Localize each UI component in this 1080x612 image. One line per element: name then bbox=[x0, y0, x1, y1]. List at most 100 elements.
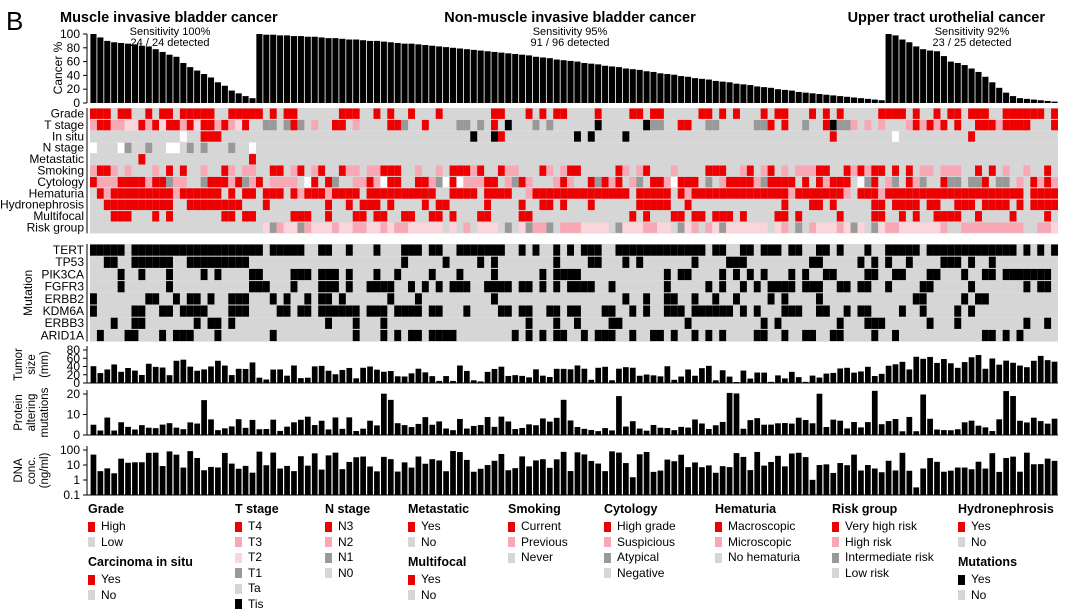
clinical-cell bbox=[408, 223, 415, 233]
protein-mutations-bar bbox=[263, 429, 269, 435]
clinical-cell bbox=[187, 188, 194, 198]
legend-item: Current bbox=[508, 519, 568, 535]
mutation-cell bbox=[595, 245, 602, 256]
tumor-size-bar bbox=[658, 376, 664, 383]
legend-item: Yes bbox=[408, 519, 469, 535]
mutation-cell bbox=[1044, 269, 1051, 280]
clinical-cell bbox=[996, 223, 1003, 233]
clinical-cell bbox=[477, 120, 484, 130]
clinical-cell bbox=[539, 200, 546, 210]
clinical-cell bbox=[892, 200, 899, 210]
mutation-cell bbox=[968, 245, 975, 256]
clinical-cell bbox=[574, 223, 581, 233]
cancer-percent-bar bbox=[457, 48, 463, 103]
clinical-cell bbox=[664, 177, 671, 187]
clinical-cell bbox=[712, 188, 719, 198]
mutation-cell bbox=[138, 245, 145, 256]
dna-concentration-bar bbox=[1045, 459, 1051, 495]
cancer-percent-bar bbox=[692, 78, 698, 103]
legend-title: N stage bbox=[325, 502, 370, 517]
clinical-cell bbox=[339, 166, 346, 176]
cancer-percent-bar bbox=[934, 51, 940, 103]
mutation-cell bbox=[968, 281, 975, 292]
panel-letter: B bbox=[6, 6, 23, 36]
clinical-cell bbox=[802, 120, 809, 130]
mutation-cell bbox=[263, 281, 270, 292]
clinical-cell bbox=[159, 188, 166, 198]
clinical-cell bbox=[104, 120, 111, 130]
mutation-cell bbox=[256, 269, 263, 280]
clinical-cell bbox=[221, 166, 228, 176]
mutation-cell bbox=[118, 281, 125, 292]
clinical-cell bbox=[961, 200, 968, 210]
legend-swatch bbox=[235, 537, 242, 547]
clinical-cell bbox=[477, 166, 484, 176]
cancer-percent-bar bbox=[443, 47, 449, 103]
dna-concentration-bar bbox=[796, 453, 802, 495]
legend-swatch bbox=[715, 553, 722, 563]
clinical-cell bbox=[214, 131, 221, 141]
clinical-cell bbox=[671, 177, 678, 187]
clinical-cell bbox=[304, 188, 311, 198]
protein-mutations-bar bbox=[837, 421, 843, 435]
cancer-percent-bar bbox=[491, 52, 497, 103]
clinical-cell bbox=[484, 200, 491, 210]
clinical-cell bbox=[125, 188, 132, 198]
legend-swatch bbox=[408, 575, 415, 585]
mutation-cell bbox=[491, 269, 498, 280]
clinical-cell bbox=[263, 188, 270, 198]
clinical-cell bbox=[857, 166, 864, 176]
clinical-cell bbox=[1003, 109, 1010, 119]
clinical-cell bbox=[1051, 188, 1058, 198]
protein-mutations-bar bbox=[1003, 391, 1009, 435]
clinical-cell bbox=[214, 177, 221, 187]
clinical-cell bbox=[643, 200, 650, 210]
legend-swatch bbox=[958, 575, 965, 585]
legend-label: Yes bbox=[421, 572, 441, 587]
clinical-cell bbox=[325, 188, 332, 198]
mutation-cell bbox=[816, 293, 823, 304]
clinical-cell bbox=[989, 223, 996, 233]
clinical-cell bbox=[104, 188, 111, 198]
mutation-cell bbox=[353, 330, 360, 341]
mutation-cell bbox=[387, 281, 394, 292]
clinical-cell bbox=[118, 120, 125, 130]
cancer-percent-bar bbox=[90, 34, 96, 103]
dna-concentration-bar bbox=[436, 460, 442, 495]
mutation-cell bbox=[90, 293, 97, 304]
tumor-size-bar bbox=[118, 372, 124, 383]
mutation-cell bbox=[539, 330, 546, 341]
clinical-cell bbox=[878, 223, 885, 233]
clinical-cell bbox=[401, 211, 408, 221]
tumor-size-bar bbox=[1038, 356, 1044, 383]
clinical-cell bbox=[934, 188, 941, 198]
clinical-cell bbox=[954, 120, 961, 130]
clinical-cell bbox=[367, 166, 374, 176]
dna-concentration-bar bbox=[1052, 461, 1058, 495]
protein-mutations-bar bbox=[270, 420, 276, 435]
clinical-cell bbox=[180, 166, 187, 176]
clinical-cell bbox=[775, 177, 782, 187]
clinical-cell bbox=[809, 223, 816, 233]
protein-mutations-bar bbox=[222, 428, 228, 435]
legend-label: Suspicious bbox=[617, 535, 675, 550]
clinical-cell bbox=[740, 166, 747, 176]
clinical-cell bbox=[733, 188, 740, 198]
clinical-cell bbox=[885, 109, 892, 119]
protein-mutations-bar bbox=[512, 429, 518, 435]
clinical-cell bbox=[422, 223, 429, 233]
tumor-size-bar bbox=[830, 373, 836, 383]
clinical-cell bbox=[871, 223, 878, 233]
dna-concentration-bar bbox=[678, 455, 684, 495]
clinical-cell bbox=[892, 166, 899, 176]
mutation-cell bbox=[733, 257, 740, 268]
dna-concentration-bar bbox=[609, 451, 615, 495]
protein-mutations-bar bbox=[768, 425, 774, 435]
dna-concentration-bar bbox=[983, 469, 989, 495]
tumor-size-bar bbox=[789, 372, 795, 383]
mutation-cell bbox=[650, 330, 657, 341]
clinical-cell bbox=[947, 211, 954, 221]
clinical-cell bbox=[968, 188, 975, 198]
dna-concentration-bar bbox=[395, 472, 401, 495]
protein-mutations-bar bbox=[962, 422, 968, 435]
